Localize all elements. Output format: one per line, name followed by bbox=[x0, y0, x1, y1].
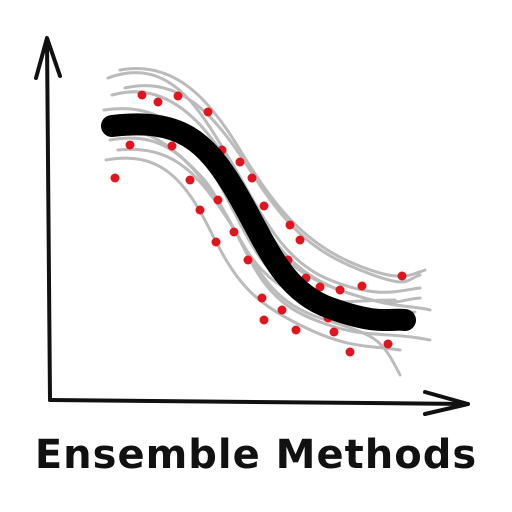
data-point bbox=[291, 325, 301, 335]
data-point bbox=[167, 141, 177, 151]
data-point bbox=[295, 235, 305, 245]
data-point bbox=[357, 281, 367, 291]
data-point bbox=[235, 157, 245, 167]
member-curve bbox=[123, 84, 422, 284]
data-point bbox=[277, 305, 287, 315]
x-axis-arrow-icon bbox=[423, 390, 470, 416]
data-point bbox=[335, 285, 345, 295]
member-curve bbox=[116, 147, 402, 377]
data-point bbox=[185, 175, 195, 185]
data-point bbox=[243, 255, 253, 265]
data-point bbox=[257, 293, 267, 303]
data-point bbox=[345, 347, 355, 357]
data-point bbox=[259, 315, 269, 325]
data-point bbox=[137, 90, 147, 100]
consensus-curve bbox=[101, 113, 416, 332]
data-point bbox=[211, 237, 221, 247]
y-axis-arrow-icon bbox=[34, 36, 62, 80]
data-point bbox=[229, 227, 239, 237]
data-point bbox=[285, 220, 295, 230]
data-point bbox=[213, 195, 223, 205]
data-point bbox=[259, 201, 269, 211]
member-curve bbox=[106, 71, 422, 294]
data-points bbox=[110, 90, 407, 357]
data-point bbox=[173, 91, 183, 101]
data-point bbox=[247, 173, 257, 183]
data-point bbox=[110, 173, 120, 183]
data-point bbox=[153, 97, 163, 107]
data-point bbox=[315, 282, 325, 292]
caption: Ensemble Methods bbox=[34, 432, 478, 478]
data-point bbox=[125, 140, 135, 150]
member-curve bbox=[104, 156, 402, 352]
y-axis bbox=[45, 38, 52, 402]
data-point bbox=[203, 107, 213, 117]
data-point bbox=[397, 271, 407, 281]
axes bbox=[34, 36, 470, 416]
member-curve bbox=[118, 67, 427, 278]
data-point bbox=[383, 339, 393, 349]
x-axis bbox=[48, 398, 470, 406]
data-point bbox=[329, 327, 339, 337]
data-point bbox=[195, 205, 205, 215]
